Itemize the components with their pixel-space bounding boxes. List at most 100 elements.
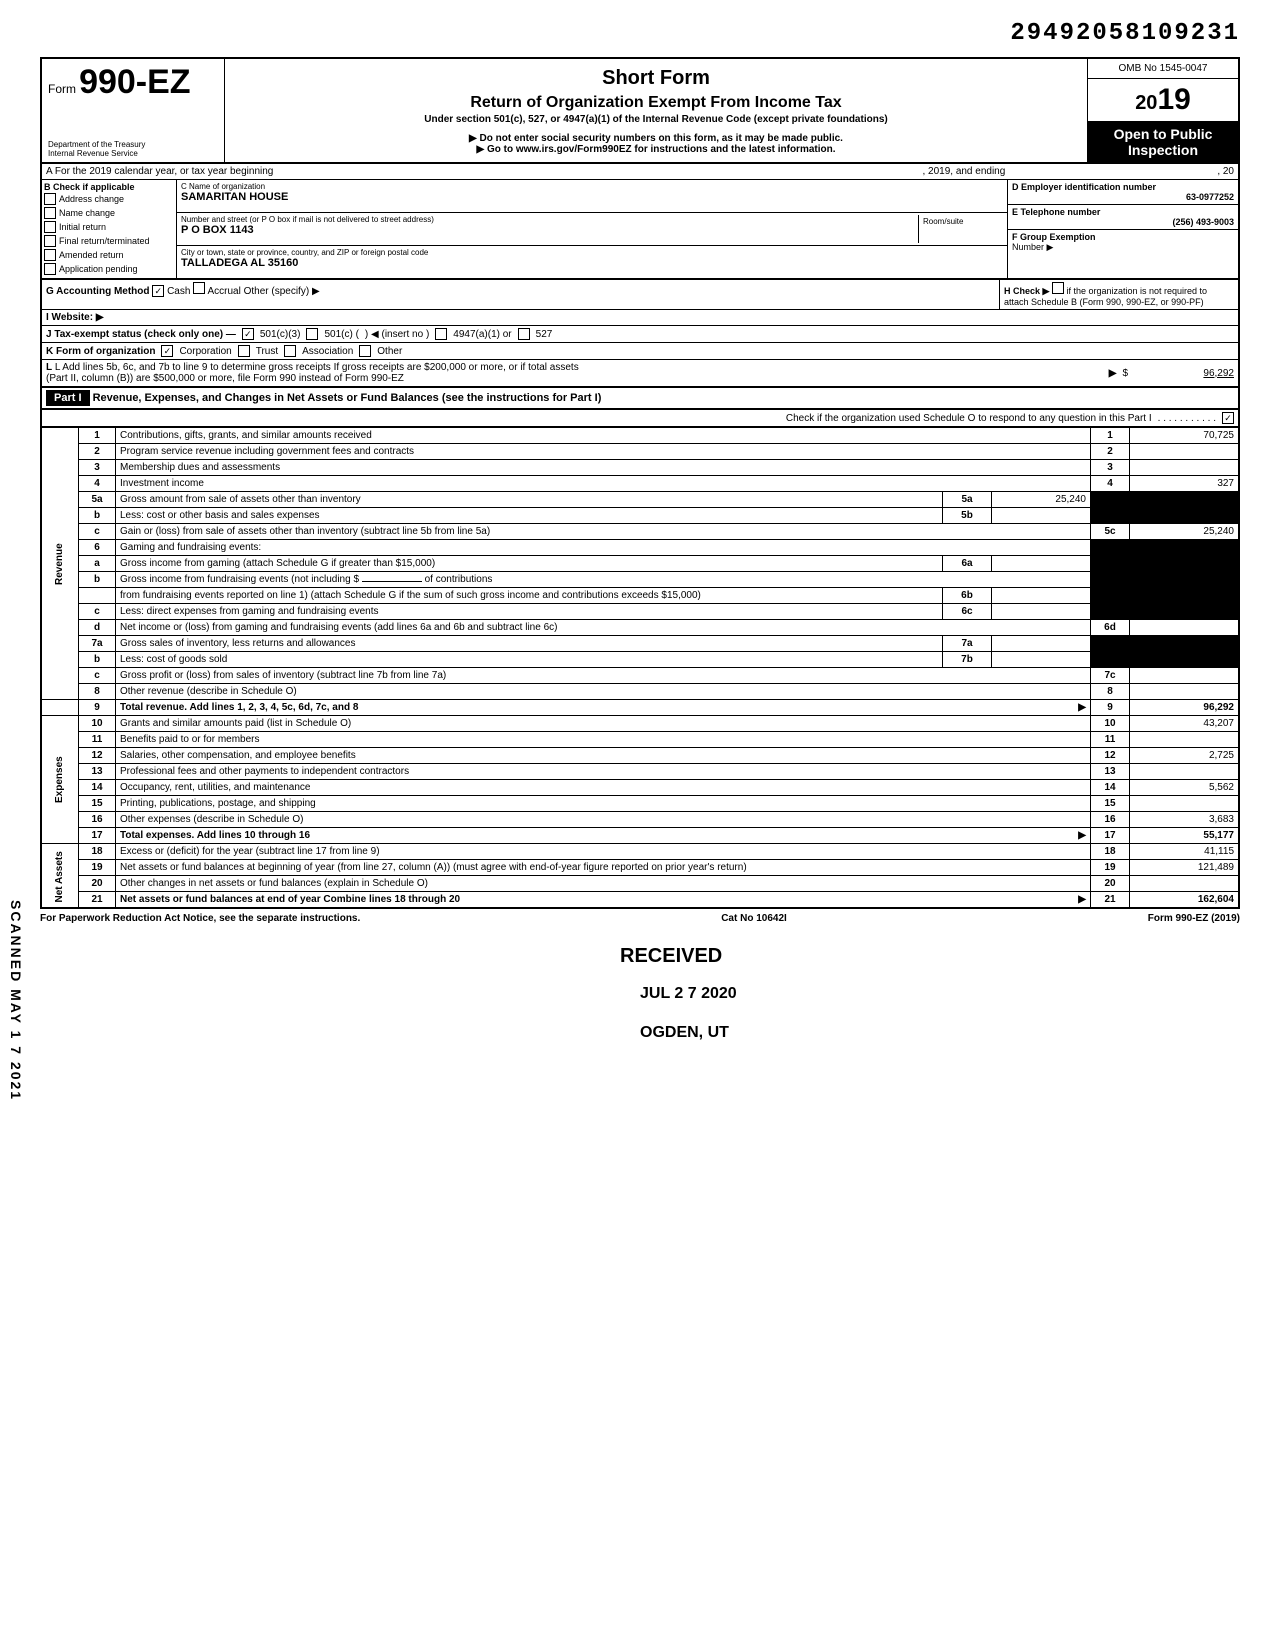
- opt-501c: 501(c) (: [324, 329, 358, 340]
- check-501c3[interactable]: ✓: [242, 328, 254, 340]
- check-cash[interactable]: ✓: [152, 285, 164, 297]
- revenue-side-label: Revenue: [41, 428, 79, 700]
- line-17-val: 55,177: [1130, 828, 1240, 844]
- street-label: Number and street (or P O box if mail is…: [181, 215, 918, 224]
- other-label: Other (specify) ▶: [244, 286, 320, 297]
- org-info-block: B Check if applicable Address change Nam…: [40, 180, 1240, 280]
- line-a-mid: , 2019, and ending: [922, 166, 1005, 177]
- l-arrow: ▶: [1109, 368, 1117, 379]
- line-6b-pre: Gross income from fundraising events (no…: [116, 572, 1091, 588]
- l-text1: L Add lines 5b, 6c, and 7b to line 9 to …: [55, 362, 579, 373]
- line-2-val: [1130, 444, 1240, 460]
- j-label: J Tax-exempt status (check only one) —: [46, 329, 236, 340]
- check-accrual[interactable]: [193, 282, 205, 294]
- line-a-end: , 20: [1217, 166, 1234, 177]
- check-h[interactable]: [1052, 282, 1064, 294]
- line-13-desc: Professional fees and other payments to …: [116, 764, 1091, 780]
- line-16-val: 3,683: [1130, 812, 1240, 828]
- check-other-org[interactable]: [359, 345, 371, 357]
- form-prefix: Form: [48, 82, 76, 96]
- check-app-pending[interactable]: Application pending: [44, 262, 174, 276]
- l-value: 96,292: [1134, 368, 1234, 379]
- g-label: G Accounting Method: [46, 286, 150, 297]
- line-8-desc: Other revenue (describe in Schedule O): [116, 684, 1091, 700]
- opt-other: Other: [377, 346, 402, 357]
- line-19-val: 121,489: [1130, 860, 1240, 876]
- i-label: I Website: ▶: [46, 312, 104, 323]
- line-17-desc: Total expenses. Add lines 10 through 16: [120, 830, 310, 841]
- stamp-ogden: OGDEN, UT: [640, 1024, 729, 1042]
- line-5a-sub: 25,240: [992, 492, 1091, 508]
- check-label: Initial return: [59, 222, 106, 232]
- phone-value: (256) 493-9003: [1012, 217, 1234, 227]
- check-name-change[interactable]: Name change: [44, 206, 174, 220]
- line-11-desc: Benefits paid to or for members: [116, 732, 1091, 748]
- check-initial-return[interactable]: Initial return: [44, 220, 174, 234]
- line-9-desc: Total revenue. Add lines 1, 2, 3, 4, 5c,…: [120, 702, 358, 713]
- revenue-table: Revenue 1 Contributions, gifts, grants, …: [40, 427, 1240, 909]
- check-assoc[interactable]: [284, 345, 296, 357]
- expenses-side-label: Expenses: [41, 716, 79, 844]
- l-text2: (Part II, column (B)) are $500,000 or mo…: [46, 373, 1103, 384]
- line-7c-desc: Gross profit or (loss) from sales of inv…: [116, 668, 1091, 684]
- part1-check-text: Check if the organization used Schedule …: [786, 413, 1152, 424]
- line-6d-desc: Net income or (loss) from gaming and fun…: [116, 620, 1091, 636]
- l-dollar: $: [1122, 368, 1128, 379]
- check-4947[interactable]: [435, 328, 447, 340]
- year-suffix: 19: [1157, 83, 1190, 116]
- line-1-val: 70,725: [1130, 428, 1240, 444]
- line-a-begin: A For the 2019 calendar year, or tax yea…: [46, 166, 273, 177]
- f-label: F Group Exemption: [1012, 232, 1096, 242]
- line-5c-val: 25,240: [1130, 524, 1240, 540]
- check-b-label: B Check if applicable: [44, 182, 174, 192]
- check-trust[interactable]: [238, 345, 250, 357]
- accrual-label: Accrual: [207, 286, 240, 297]
- check-amended[interactable]: Amended return: [44, 248, 174, 262]
- line-16-desc: Other expenses (describe in Schedule O): [116, 812, 1091, 828]
- line-21-val: 162,604: [1130, 892, 1240, 909]
- line-3-val: [1130, 460, 1240, 476]
- line-6b-desc: from fundraising events reported on line…: [116, 588, 943, 604]
- form-header: Form 990-EZ Department of the Treasury I…: [40, 57, 1240, 164]
- check-label: Amended return: [59, 250, 124, 260]
- note-ssn: ▶ Do not enter social security numbers o…: [235, 133, 1077, 144]
- line-21-desc: Net assets or fund balances at end of ye…: [120, 894, 460, 905]
- opt-corp: Corporation: [179, 346, 231, 357]
- line-5b-sub: [992, 508, 1091, 524]
- check-527[interactable]: [518, 328, 530, 340]
- check-final-return[interactable]: Final return/terminated: [44, 234, 174, 248]
- form-subtitle: Return of Organization Exempt From Incom…: [235, 94, 1077, 112]
- line-7a-desc: Gross sales of inventory, less returns a…: [116, 636, 943, 652]
- org-name: SAMARITAN HOUSE: [181, 191, 1003, 203]
- line-6c-desc: Less: direct expenses from gaming and fu…: [116, 604, 943, 620]
- check-corp[interactable]: ✓: [161, 345, 173, 357]
- line-10-desc: Grants and similar amounts paid (list in…: [116, 716, 1091, 732]
- ein-value: 63-0977252: [1012, 192, 1234, 202]
- year-prefix: 20: [1135, 92, 1157, 114]
- page-footer: For Paperwork Reduction Act Notice, see …: [40, 909, 1240, 924]
- k-label: K Form of organization: [46, 346, 155, 357]
- dept-treasury: Department of the Treasury: [48, 140, 218, 149]
- line-12-val: 2,725: [1130, 748, 1240, 764]
- check-schedule-o[interactable]: ✓: [1222, 412, 1234, 424]
- e-label: E Telephone number: [1012, 207, 1234, 217]
- part-1-header: Part I Revenue, Expenses, and Changes in…: [40, 388, 1240, 410]
- line-18-val: 41,115: [1130, 844, 1240, 860]
- check-label: Address change: [59, 194, 124, 204]
- opt-501c3: 501(c)(3): [260, 329, 301, 340]
- check-address-change[interactable]: Address change: [44, 192, 174, 206]
- d-label: D Employer identification number: [1012, 182, 1234, 192]
- footer-left: For Paperwork Reduction Act Notice, see …: [40, 913, 360, 924]
- street-value: P O BOX 1143: [181, 224, 918, 236]
- line-5b-desc: Less: cost or other basis and sales expe…: [116, 508, 943, 524]
- omb-number: OMB No 1545-0047: [1088, 59, 1238, 79]
- stamp-scanned: SCANNED MAY 1 7 2021: [8, 900, 24, 1101]
- dln-number: 29492058109231: [40, 20, 1240, 47]
- line-3-desc: Membership dues and assessments: [116, 460, 1091, 476]
- f-label2: Number ▶: [1012, 242, 1053, 252]
- line-14-desc: Occupancy, rent, utilities, and maintena…: [116, 780, 1091, 796]
- line-18-desc: Excess or (deficit) for the year (subtra…: [116, 844, 1091, 860]
- note-website: ▶ Go to www.irs.gov/Form990EZ for instru…: [235, 144, 1077, 155]
- check-label: Name change: [59, 208, 115, 218]
- check-501c[interactable]: [306, 328, 318, 340]
